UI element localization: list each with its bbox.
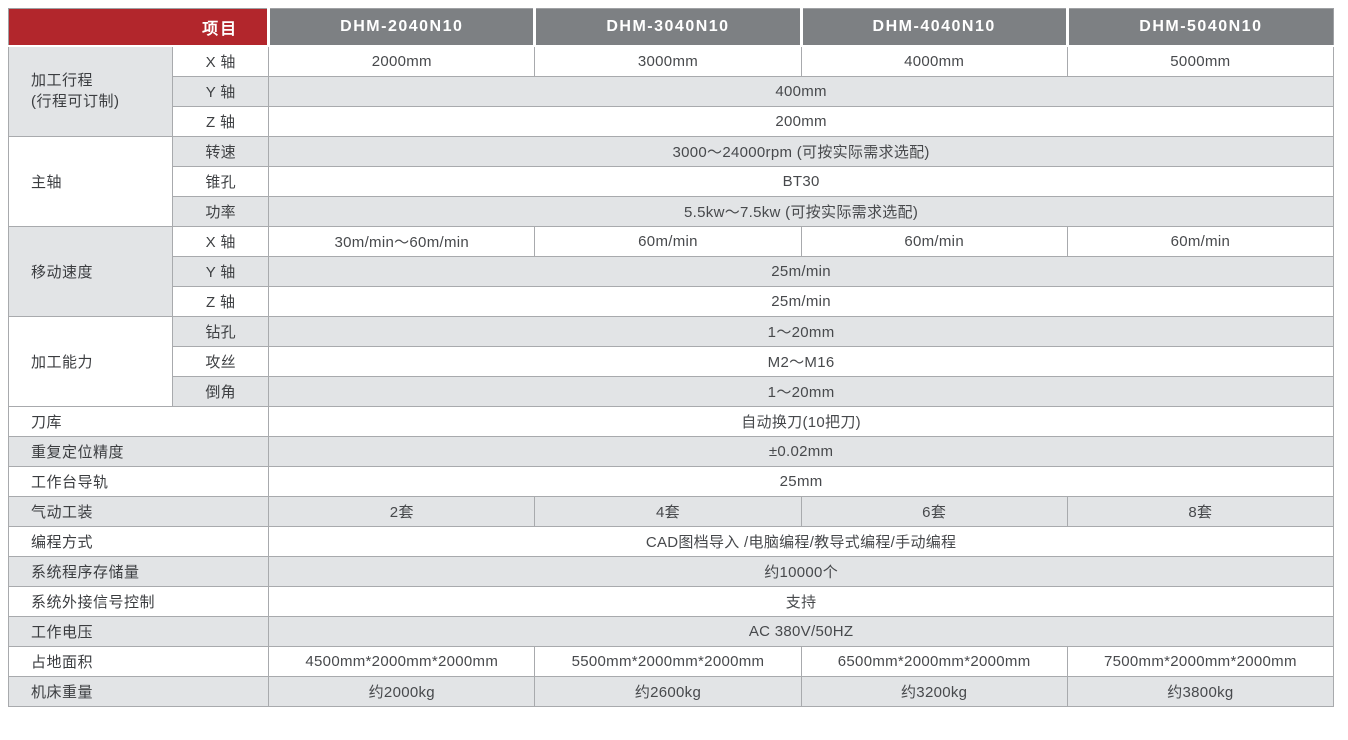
row-travel-z: Z 轴 200mm — [9, 105, 1334, 137]
row-pneumatic: 气动工装 2套 4套 6套 8套 — [7, 495, 1335, 527]
row-speed-x: 移动速度 X 轴 30m/min～60m/min 60m/min 60m/min… — [7, 225, 1335, 317]
row-repeat-accuracy: 重复定位精度 ±0.02mm — [7, 435, 1334, 467]
sub-label-axis-z: Z 轴 — [172, 105, 270, 137]
value-travel-y: 400mm — [268, 75, 1334, 107]
value-table-guide: 25mm — [268, 465, 1334, 497]
value-repeat-accuracy: ±0.02mm — [268, 435, 1334, 467]
row-weight: 机床重量 约2000kg 约2600kg 约3200kg 约3800kg — [7, 675, 1335, 707]
value-rpm: 3000～24000rpm (可按实际需求选配) — [268, 135, 1334, 167]
value-travel-x-3: 4000mm — [800, 45, 1068, 77]
value-footprint-4: 7500mm*2000mm*2000mm — [1066, 645, 1335, 677]
row-travel-y: Y 轴 400mm — [9, 75, 1334, 107]
value-tap: M2～M16 — [268, 345, 1334, 377]
value-external-signal: 支持 — [268, 585, 1334, 617]
row-label-weight: 机床重量 — [7, 675, 270, 707]
value-taper: BT30 — [268, 165, 1334, 197]
sub-label-tap: 攻丝 — [172, 345, 270, 377]
row-label-pneumatic: 气动工装 — [7, 495, 270, 527]
value-drill: 1～20mm — [268, 315, 1334, 347]
value-travel-x-2: 3000mm — [534, 45, 802, 77]
value-pneumatic-3: 6套 — [800, 495, 1068, 527]
value-speed-z: 25m/min — [268, 285, 1334, 317]
value-pneumatic-1: 2套 — [268, 495, 536, 527]
row-spindle-power: 功率 5.5kw～7.5kw (可按实际需求选配) — [9, 195, 1334, 227]
row-tool-magazine: 刀库 自动换刀(10把刀) — [7, 405, 1334, 437]
row-travel-x: 加工行程 (行程可订制) X 轴 2000mm 3000mm 4000mm 50… — [7, 45, 1335, 137]
row-label-storage: 系统程序存储量 — [7, 555, 270, 587]
value-weight-2: 约2600kg — [534, 675, 802, 707]
value-pneumatic-4: 8套 — [1066, 495, 1335, 527]
sub-label-taper: 锥孔 — [172, 165, 270, 197]
value-weight-3: 约3200kg — [800, 675, 1068, 707]
sub-label-rpm: 转速 — [172, 135, 270, 167]
row-programming: 编程方式 CAD图档导入 /电脑编程/教导式编程/手动编程 — [7, 525, 1334, 557]
value-speed-x-2: 60m/min — [534, 225, 802, 257]
header-cell-model-4: DHM-5040N10 — [1065, 8, 1334, 47]
group-label-travel-line2: (行程可订制) — [31, 93, 120, 111]
value-speed-y: 25m/min — [268, 255, 1334, 287]
value-travel-z: 200mm — [268, 105, 1334, 137]
value-voltage: AC 380V/50HZ — [268, 615, 1334, 647]
row-spindle-taper: 锥孔 BT30 — [9, 165, 1334, 197]
row-speed-y: Y 轴 25m/min — [9, 255, 1334, 287]
value-pneumatic-2: 4套 — [534, 495, 802, 527]
sub-label-power: 功率 — [172, 195, 270, 227]
group-label-travel: 加工行程 (行程可订制) — [7, 45, 174, 137]
value-travel-x-1: 2000mm — [268, 45, 536, 77]
row-footprint: 占地面积 4500mm*2000mm*2000mm 5500mm*2000mm*… — [7, 645, 1335, 677]
value-storage: 约10000个 — [268, 555, 1334, 587]
header-cell-model-1: DHM-2040N10 — [267, 8, 535, 47]
row-capability-drill: 加工能力 钻孔 1～20mm — [7, 315, 1334, 407]
value-tool-magazine: 自动换刀(10把刀) — [268, 405, 1334, 437]
row-label-voltage: 工作电压 — [7, 615, 270, 647]
group-label-travel-line1: 加工行程 — [31, 71, 94, 89]
row-speed-z: Z 轴 25m/min — [9, 285, 1334, 317]
value-footprint-1: 4500mm*2000mm*2000mm — [268, 645, 536, 677]
sub-label-drill: 钻孔 — [172, 315, 270, 347]
row-capability-chamfer: 倒角 1～20mm — [9, 375, 1334, 407]
row-label-external-signal: 系统外接信号控制 — [7, 585, 270, 617]
row-label-repeat-accuracy: 重复定位精度 — [7, 435, 270, 467]
row-label-table-guide: 工作台导轨 — [7, 465, 270, 497]
header-row: 项目 DHM-2040N10 DHM-3040N10 DHM-4040N10 D… — [8, 8, 1334, 47]
header-cell-model-3: DHM-4040N10 — [799, 8, 1068, 47]
group-label-capability: 加工能力 — [7, 315, 174, 407]
header-cell-item: 项目 — [8, 8, 269, 47]
row-label-footprint: 占地面积 — [7, 645, 270, 677]
header-cell-model-2: DHM-3040N10 — [533, 8, 802, 47]
row-external-signal: 系统外接信号控制 支持 — [7, 585, 1334, 617]
row-spindle-rpm: 主轴 转速 3000～24000rpm (可按实际需求选配) — [7, 135, 1334, 227]
row-label-programming: 编程方式 — [7, 525, 270, 557]
value-speed-x-3: 60m/min — [800, 225, 1068, 257]
sub-label-chamfer: 倒角 — [172, 375, 270, 407]
value-weight-4: 约3800kg — [1066, 675, 1335, 707]
value-footprint-2: 5500mm*2000mm*2000mm — [534, 645, 802, 677]
group-label-speed: 移动速度 — [7, 225, 174, 317]
sub-label-axis-x: X 轴 — [172, 225, 270, 257]
value-speed-x-1: 30m/min～60m/min — [268, 225, 536, 257]
value-weight-1: 约2000kg — [268, 675, 536, 707]
sub-label-axis-y: Y 轴 — [172, 75, 270, 107]
value-travel-x-4: 5000mm — [1066, 45, 1335, 77]
value-programming: CAD图档导入 /电脑编程/教导式编程/手动编程 — [268, 525, 1334, 557]
sub-label-axis-z: Z 轴 — [172, 285, 270, 317]
sub-label-axis-y: Y 轴 — [172, 255, 270, 287]
value-power: 5.5kw～7.5kw (可按实际需求选配) — [268, 195, 1334, 227]
spec-sheet-page: 项目 DHM-2040N10 DHM-3040N10 DHM-4040N10 D… — [7, 8, 1335, 707]
value-speed-x-4: 60m/min — [1066, 225, 1335, 257]
row-capability-tap: 攻丝 M2～M16 — [9, 345, 1334, 377]
row-voltage: 工作电压 AC 380V/50HZ — [7, 615, 1334, 647]
spec-table: 项目 DHM-2040N10 DHM-3040N10 DHM-4040N10 D… — [7, 8, 1335, 707]
group-label-spindle: 主轴 — [7, 135, 174, 227]
row-label-tool-magazine: 刀库 — [7, 405, 270, 437]
value-footprint-3: 6500mm*2000mm*2000mm — [800, 645, 1068, 677]
row-storage: 系统程序存储量 约10000个 — [7, 555, 1334, 587]
row-table-guide: 工作台导轨 25mm — [7, 465, 1334, 497]
value-chamfer: 1～20mm — [268, 375, 1334, 407]
sub-label-axis-x: X 轴 — [172, 45, 270, 77]
